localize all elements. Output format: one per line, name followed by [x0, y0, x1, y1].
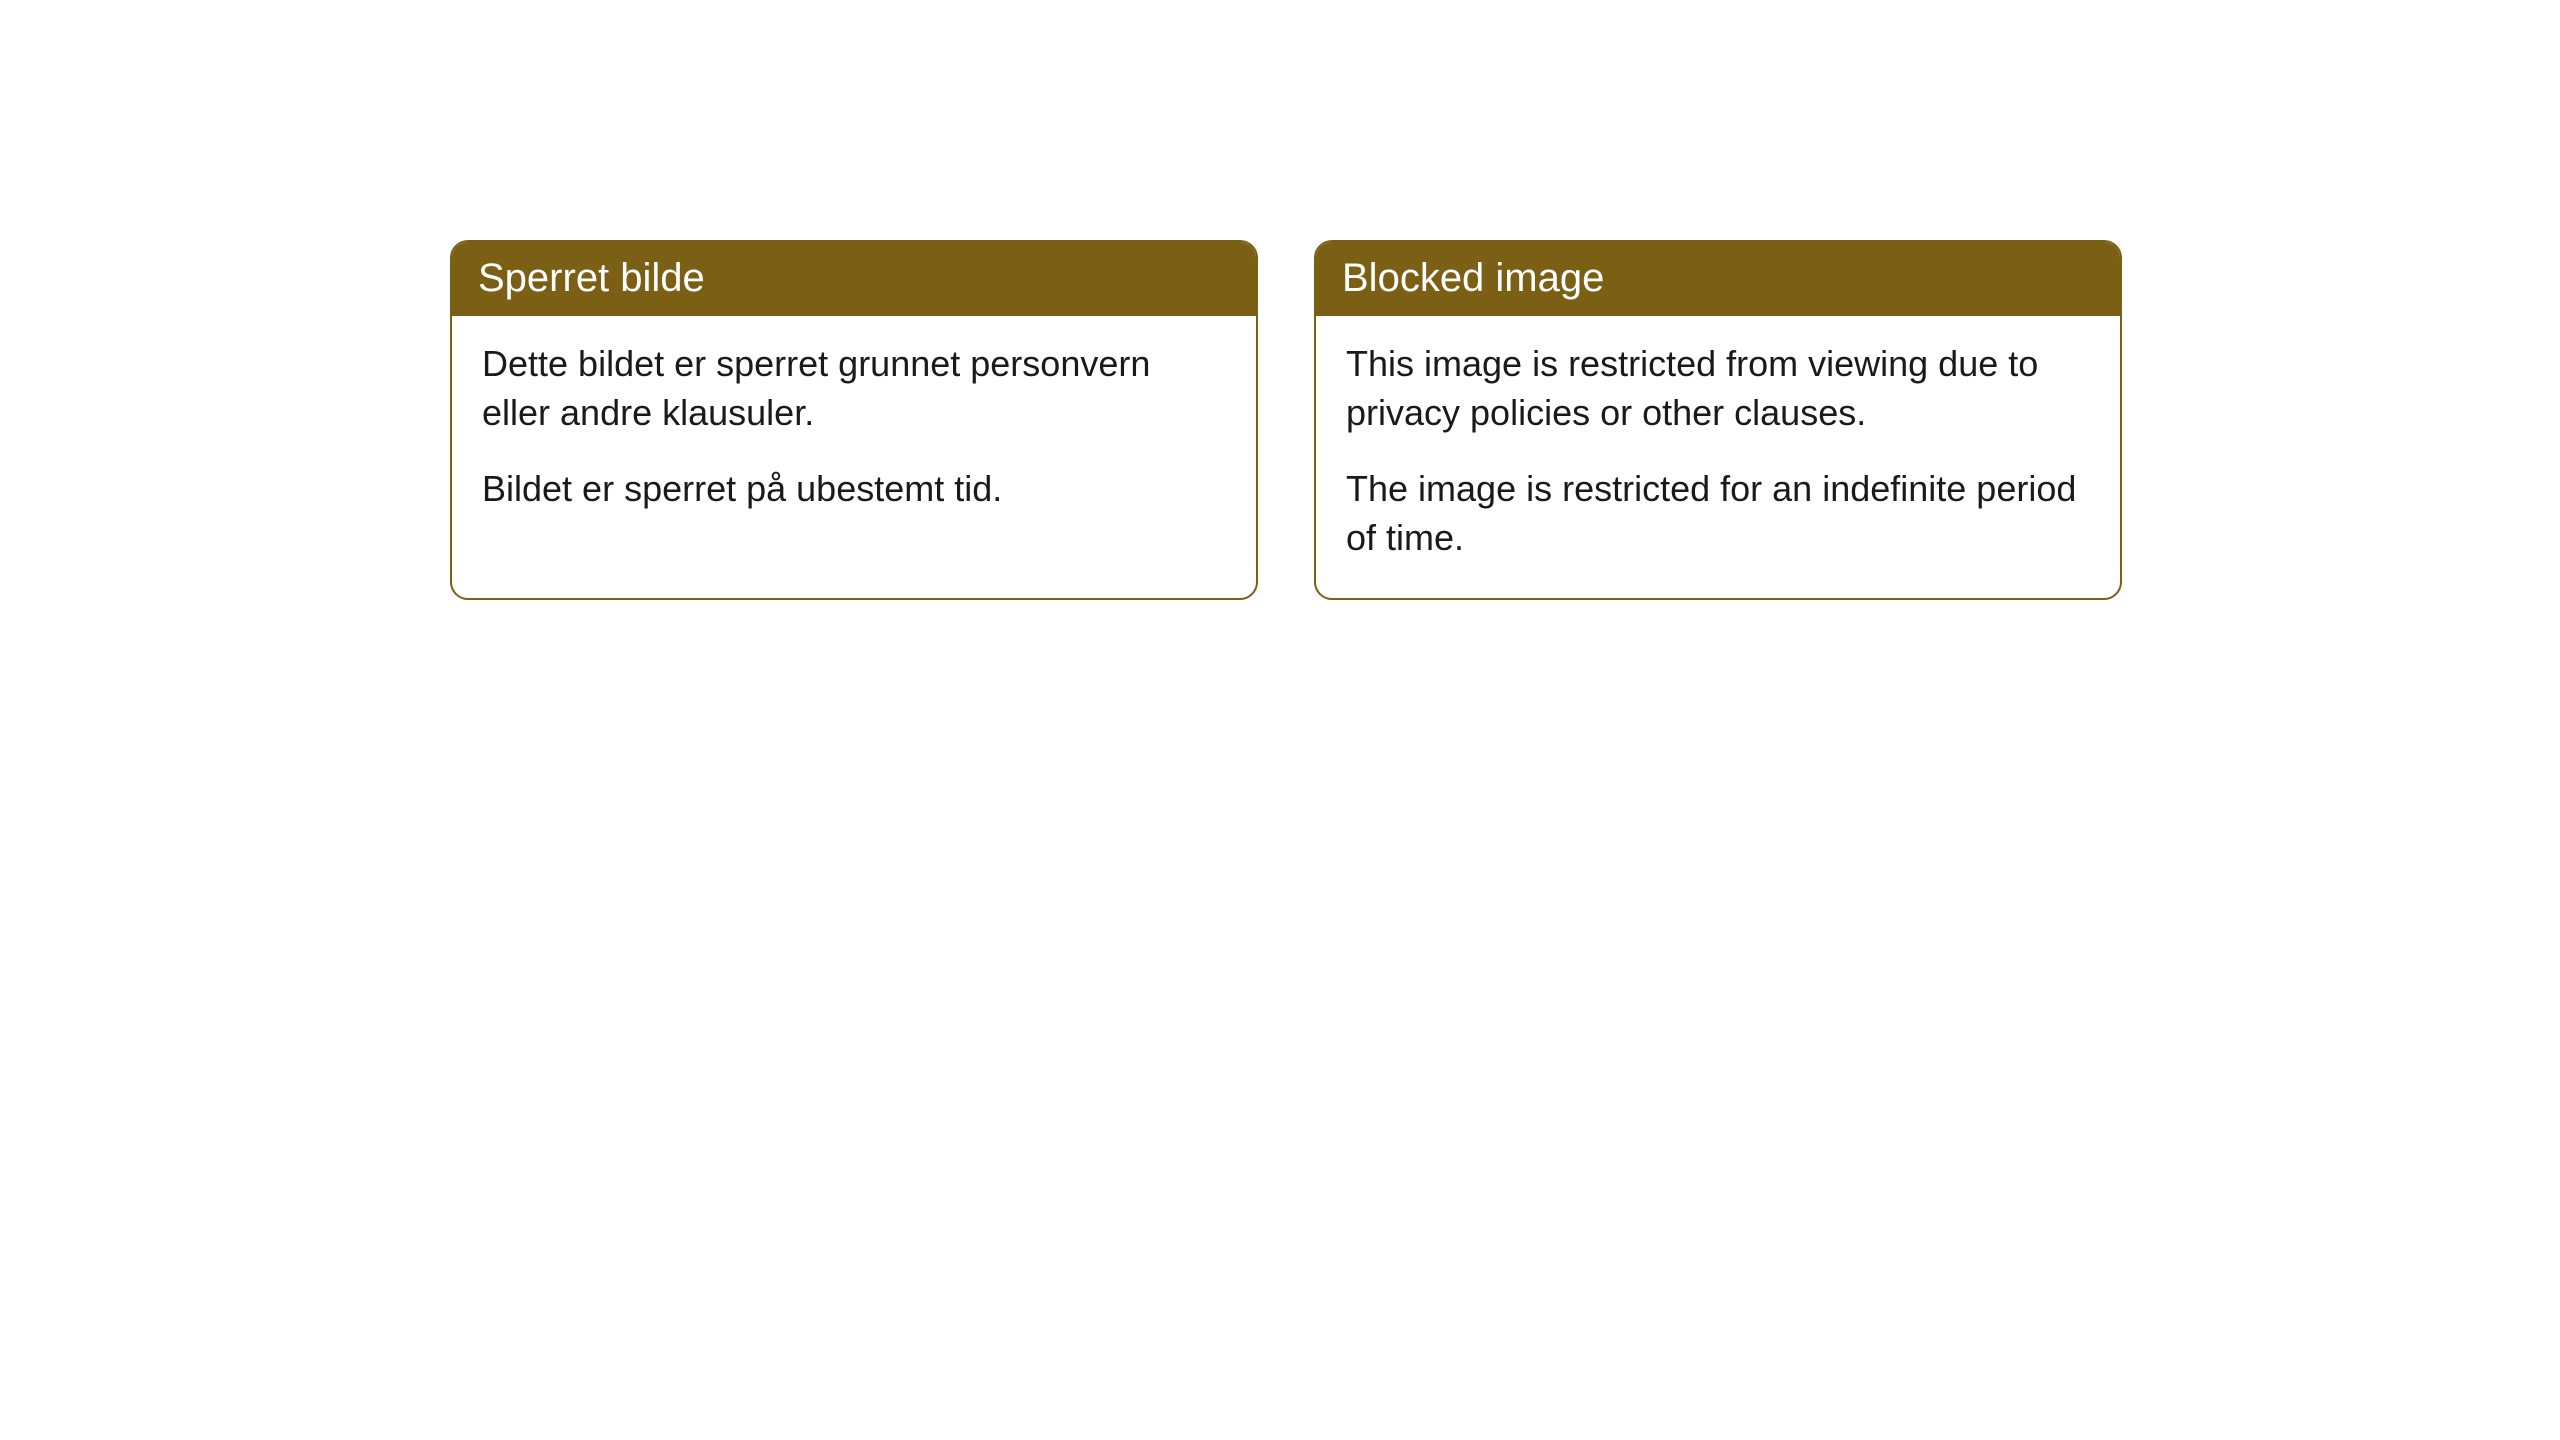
- notice-body: Dette bildet er sperret grunnet personve…: [452, 316, 1256, 550]
- notice-text: Bildet er sperret på ubestemt tid.: [482, 465, 1226, 514]
- notice-text: The image is restricted for an indefinit…: [1346, 465, 2090, 562]
- notice-title: Blocked image: [1316, 242, 2120, 316]
- notice-card-english: Blocked image This image is restricted f…: [1314, 240, 2122, 600]
- notice-container: Sperret bilde Dette bildet er sperret gr…: [450, 240, 2122, 600]
- notice-text: This image is restricted from viewing du…: [1346, 340, 2090, 437]
- notice-text: Dette bildet er sperret grunnet personve…: [482, 340, 1226, 437]
- notice-title: Sperret bilde: [452, 242, 1256, 316]
- notice-card-norwegian: Sperret bilde Dette bildet er sperret gr…: [450, 240, 1258, 600]
- notice-body: This image is restricted from viewing du…: [1316, 316, 2120, 598]
